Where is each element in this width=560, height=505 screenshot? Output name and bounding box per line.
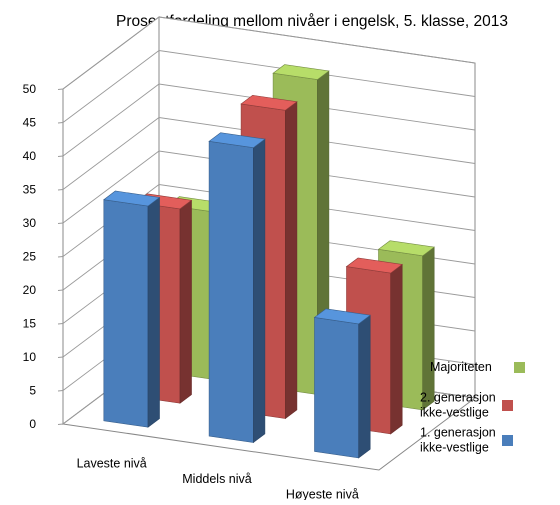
- legend-swatch: [514, 362, 525, 373]
- bar-top-face: [377, 240, 435, 257]
- y-tick-mark: [57, 155, 64, 157]
- y-tick-label: 50: [23, 82, 37, 96]
- y-tick-label: 5: [29, 384, 36, 398]
- bar-side-face: [422, 246, 435, 411]
- y-tick-label: 15: [23, 317, 37, 331]
- x-category-label: Laveste nivå: [77, 457, 147, 471]
- bar-top-face: [272, 64, 330, 80]
- legend-label: 2. generasjon: [420, 391, 496, 405]
- y-axis-ticks: 0 5 10 15 20 25 30 35 40 45 50: [23, 82, 37, 431]
- gridline: [62, 83, 476, 157]
- legend-label: Majoriteten: [430, 360, 492, 374]
- gridline: [62, 150, 476, 224]
- bar-side-face: [390, 263, 403, 435]
- y-tick-mark: [57, 423, 64, 425]
- bar-front-face: [103, 199, 149, 428]
- y-tick-mark: [57, 356, 64, 358]
- y-tick-mark: [57, 256, 64, 258]
- bar-front-face: [208, 140, 254, 443]
- y-tick-mark: [57, 390, 64, 392]
- y-tick-mark: [57, 323, 64, 325]
- bar-side-face: [358, 314, 371, 459]
- y-tick-label: 10: [23, 350, 37, 364]
- legend-label: ikke-vestlige: [420, 441, 489, 455]
- x-category-label: Middels nivå: [182, 472, 252, 486]
- bar-top-face: [240, 94, 298, 111]
- legend-label: ikke-vestlige: [420, 406, 489, 420]
- bar: [103, 190, 161, 428]
- y-tick-label: 20: [23, 283, 37, 297]
- gridline: [62, 184, 476, 257]
- y-tick-label: 0: [29, 417, 36, 431]
- y-tick-mark: [57, 88, 64, 90]
- y-tick-label: 35: [23, 183, 37, 197]
- x-axis-categories: Laveste nivå Middels nivå Høyeste nivå: [77, 457, 359, 502]
- legend-swatch: [502, 435, 513, 446]
- bar-side-face: [285, 101, 298, 420]
- bar-front-face: [314, 317, 360, 459]
- y-tick-label: 25: [23, 250, 37, 264]
- legend-swatch: [502, 400, 513, 411]
- gridline: [62, 117, 476, 190]
- bars: [103, 64, 435, 459]
- bar-top-face: [208, 132, 266, 149]
- gridline: [62, 16, 476, 90]
- bar: [313, 308, 371, 459]
- bar: [208, 132, 266, 444]
- bar-side-face: [147, 196, 160, 428]
- bar-top-face: [313, 308, 371, 325]
- bar-top-face: [103, 190, 161, 207]
- y-tick-mark: [57, 189, 64, 191]
- bar-top-face: [345, 257, 403, 274]
- y-tick-label: 45: [23, 116, 37, 130]
- bar-side-face: [253, 138, 266, 444]
- legend-label: 1. generasjon: [420, 426, 496, 440]
- legend-entry: Majoriteten: [430, 360, 525, 374]
- y-tick-mark: [57, 222, 64, 224]
- bar-side-face: [179, 199, 192, 404]
- x-category-label: Høyeste nivå: [286, 487, 359, 500]
- y-tick-label: 30: [23, 216, 37, 230]
- y-tick-label: 40: [23, 149, 37, 163]
- gridline: [62, 50, 476, 123]
- y-tick-mark: [57, 289, 64, 291]
- y-tick-mark: [57, 122, 64, 124]
